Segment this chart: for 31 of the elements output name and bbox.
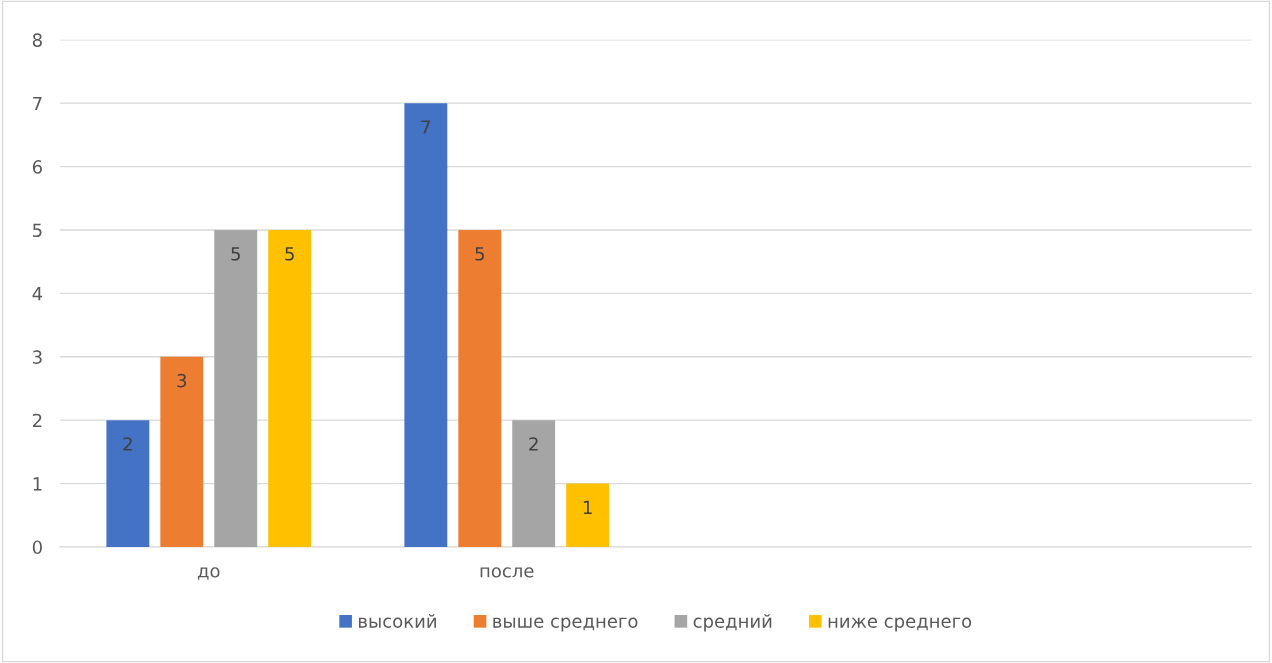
- bar: [106, 420, 150, 547]
- y-tick-label: 8: [32, 33, 42, 47]
- y-tick-label: 0: [32, 540, 42, 555]
- x-tick-label: до: [197, 567, 220, 580]
- y-tick-label: 7: [33, 96, 42, 111]
- y-tick-label: 4: [32, 287, 43, 301]
- y-tick-label: 5: [33, 223, 42, 238]
- bar: [512, 420, 556, 547]
- bar: [566, 483, 610, 547]
- legend-label: выше среднего: [493, 617, 638, 632]
- bar: [404, 103, 448, 547]
- data-label: 7: [421, 120, 431, 134]
- y-tick-label: 1: [33, 477, 42, 491]
- data-label: 5: [231, 247, 240, 261]
- bar: [160, 356, 204, 547]
- data-label: 5: [285, 247, 294, 261]
- y-tick-label: 3: [33, 350, 42, 364]
- data-label: 2: [529, 437, 538, 451]
- x-tick-label: после: [480, 567, 534, 578]
- legend-label: высокий: [358, 614, 436, 628]
- data-label: 1: [583, 500, 592, 514]
- data-label: 3: [177, 373, 187, 388]
- legend-label: средний: [693, 614, 772, 632]
- bar: [268, 229, 312, 547]
- y-tick-label: 2: [32, 413, 42, 428]
- bar: [214, 229, 258, 547]
- data-label: 2: [123, 437, 132, 451]
- data-label: 5: [475, 247, 484, 261]
- y-tick-label: 6: [32, 160, 42, 174]
- bar: [458, 229, 502, 547]
- legend-label: ниже среднего: [828, 617, 972, 632]
